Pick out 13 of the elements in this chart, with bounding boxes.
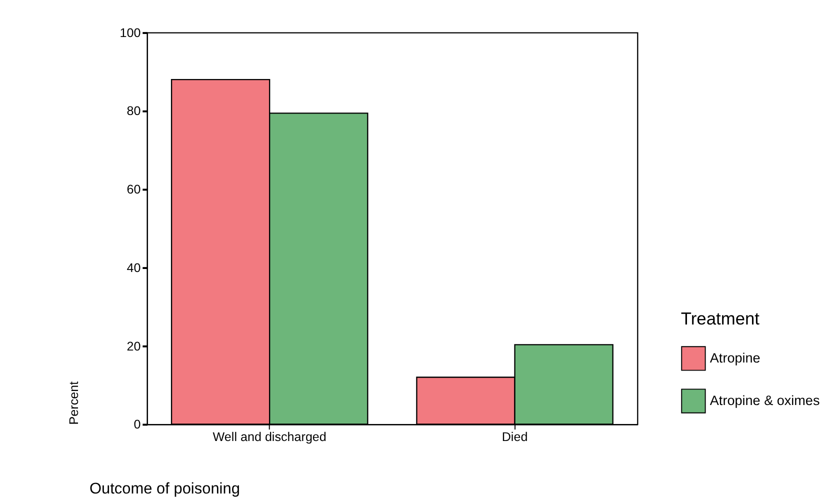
y-tick-label: 60	[126, 182, 141, 197]
y-tick-label: 40	[126, 260, 141, 275]
y-tick-label: 100	[120, 26, 141, 40]
y-tick-label: 20	[126, 339, 141, 354]
y-axis-title: Percent	[67, 380, 82, 425]
x-tick-label: Well and discharged	[212, 430, 326, 444]
legend-title: Treatment	[680, 308, 760, 329]
legend-label: Atropine	[710, 350, 760, 366]
legend-label: Atropine & oximes	[710, 392, 820, 408]
y-tick-label: 80	[126, 104, 141, 118]
x-tick-label: Died	[502, 430, 528, 444]
y-tick-label: 0	[134, 418, 141, 432]
x-axis-title: Outcome of poisoning	[89, 480, 240, 498]
